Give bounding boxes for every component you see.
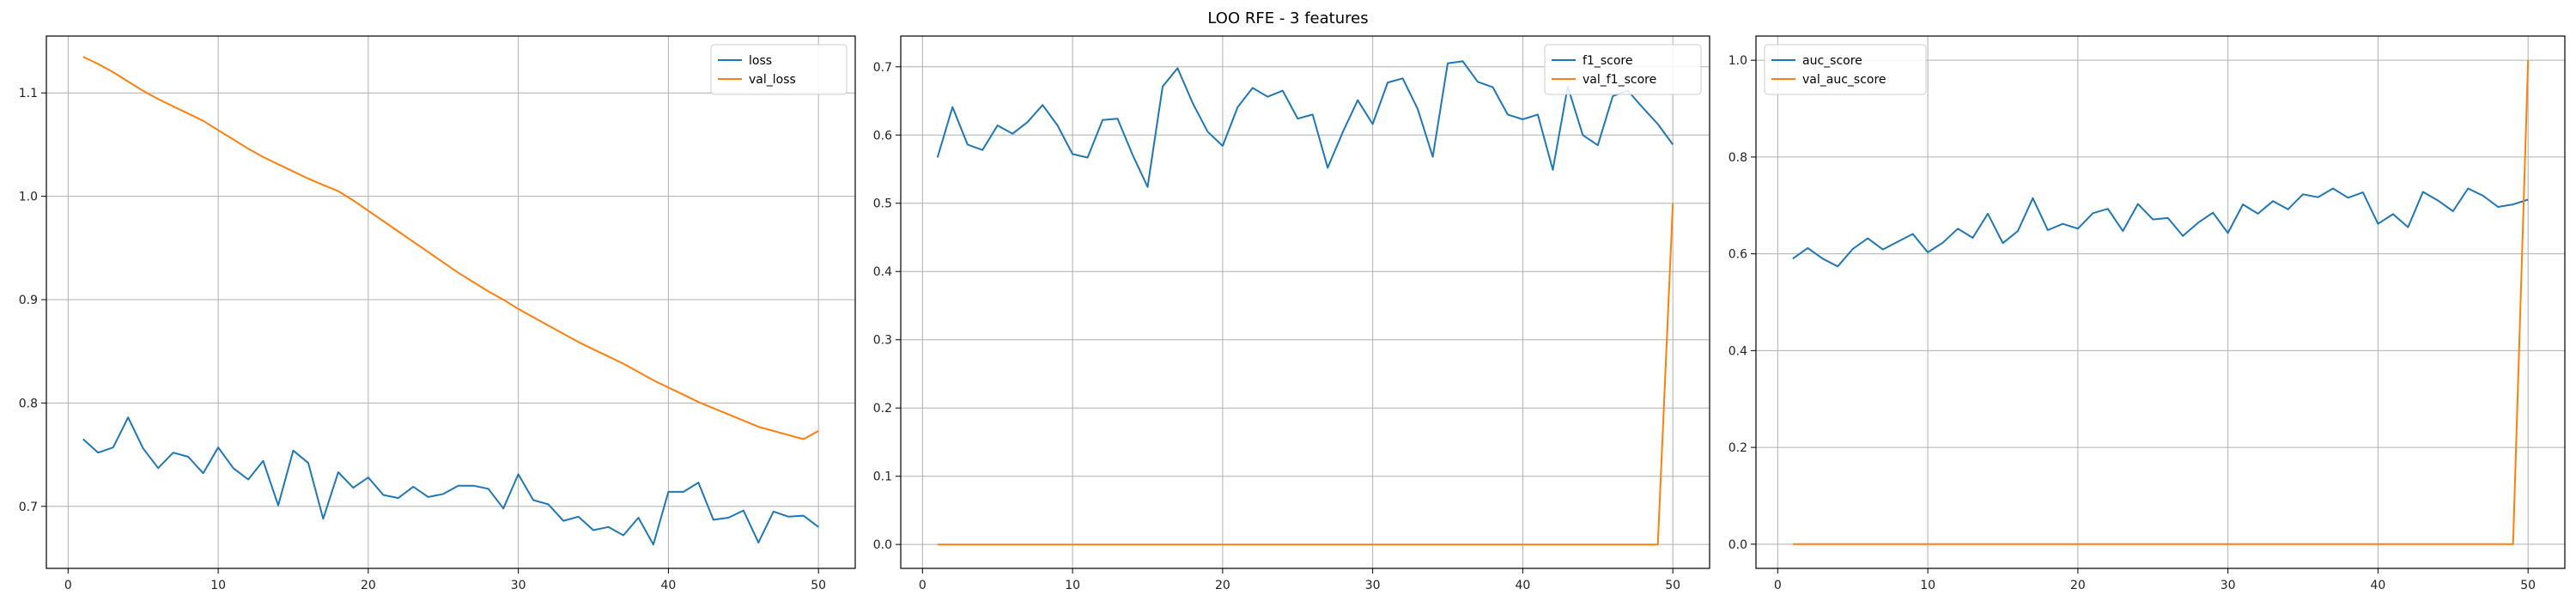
subplot-2: 0 10 20 30 40 50 0.0 0.1 0.2 0.3 0.4 0.5 0.6 0.7 f1_sc…: [873, 35, 1710, 592]
y-tick-label: 0.2: [1728, 441, 1747, 455]
x-tick-label: 40: [1515, 579, 1530, 592]
legend-label: f1_score: [1583, 54, 1632, 68]
x-tick-label: 50: [811, 579, 826, 592]
y-tick-label: 0.6: [1728, 248, 1747, 262]
legend: auc_score val_auc_score: [1764, 44, 1927, 95]
x-tick-label: 0: [919, 579, 927, 592]
y-tick-label: 0.7: [873, 61, 892, 75]
legend-label: auc_score: [1802, 54, 1862, 68]
series-line-f1_score: [936, 60, 1674, 188]
series-line-auc_score: [1792, 187, 2529, 268]
legend-box: [1544, 44, 1702, 95]
legend-box: [1764, 44, 1927, 95]
legend-box: [710, 44, 848, 95]
x-tick-label: 40: [2370, 579, 2385, 592]
y-tick-label: 1.1: [19, 87, 38, 100]
x-tick-label: 20: [2070, 579, 2086, 592]
legend-label: val_f1_score: [1583, 73, 1656, 87]
x-tick-label: 10: [1065, 579, 1080, 592]
y-tick-label: 0.4: [873, 265, 892, 279]
legend-label: val_auc_score: [1802, 73, 1886, 87]
x-tick-label: 20: [361, 579, 376, 592]
y-tick-label: 0.0: [1728, 538, 1747, 552]
x-tick-label: 10: [210, 579, 226, 592]
y-tick-label: 0.2: [873, 402, 892, 416]
series-line-val_f1_score: [937, 203, 1674, 546]
subplots: 0 10 20 30 40 50 0.7 0.8 0.9 1.0 1.1 loss val_loss 0 1…: [19, 35, 2566, 592]
legend-label: val_loss: [749, 73, 796, 87]
x-tick-label: 50: [1665, 579, 1680, 592]
y-tick-label: 0.8: [19, 397, 38, 410]
legend-label: loss: [749, 54, 772, 68]
y-tick-label: 0.3: [873, 334, 892, 348]
x-tick-label: 30: [511, 579, 526, 592]
x-tick-label: 40: [660, 579, 676, 592]
x-tick-label: 0: [1774, 579, 1782, 592]
y-tick-label: 1.0: [1728, 54, 1747, 68]
y-tick-label: 0.8: [1728, 151, 1747, 165]
y-tick-label: 0.9: [19, 294, 38, 307]
x-tick-label: 0: [64, 579, 72, 592]
subplot-3: 0 10 20 30 40 50 0.0 0.2 0.4 0.6 0.8 1.0 auc_scoreva…: [1728, 35, 2566, 592]
figure-title: LOO RFE - 3 features: [1207, 9, 1368, 27]
x-tick-label: 50: [2520, 579, 2536, 592]
x-tick-label: 10: [1920, 579, 1935, 592]
y-tick-label: 0.1: [873, 470, 892, 484]
series-line-loss: [82, 416, 819, 546]
axes-frame: [46, 35, 856, 569]
series-line-val_auc_score: [1792, 60, 2530, 545]
y-tick-label: 1.0: [19, 191, 38, 204]
axes-frame: [900, 35, 1710, 569]
series-line-val_loss: [82, 56, 819, 440]
y-tick-label: 0.6: [873, 129, 892, 143]
y-tick-label: 0.5: [873, 197, 892, 211]
y-tick-label: 0.4: [1728, 344, 1747, 358]
x-tick-label: 30: [1365, 579, 1381, 592]
y-tick-label: 0.7: [19, 501, 38, 514]
y-tick-label: 0.0: [873, 538, 892, 552]
legend: loss val_loss: [710, 44, 848, 95]
subplot-1: 0 10 20 30 40 50 0.7 0.8 0.9 1.0 1.1 loss val_loss: [19, 35, 856, 592]
x-tick-label: 30: [2221, 579, 2236, 592]
x-tick-label: 20: [1215, 579, 1230, 592]
legend: f1_score val_f1_score: [1544, 44, 1702, 95]
axes-frame: [1755, 35, 2566, 569]
